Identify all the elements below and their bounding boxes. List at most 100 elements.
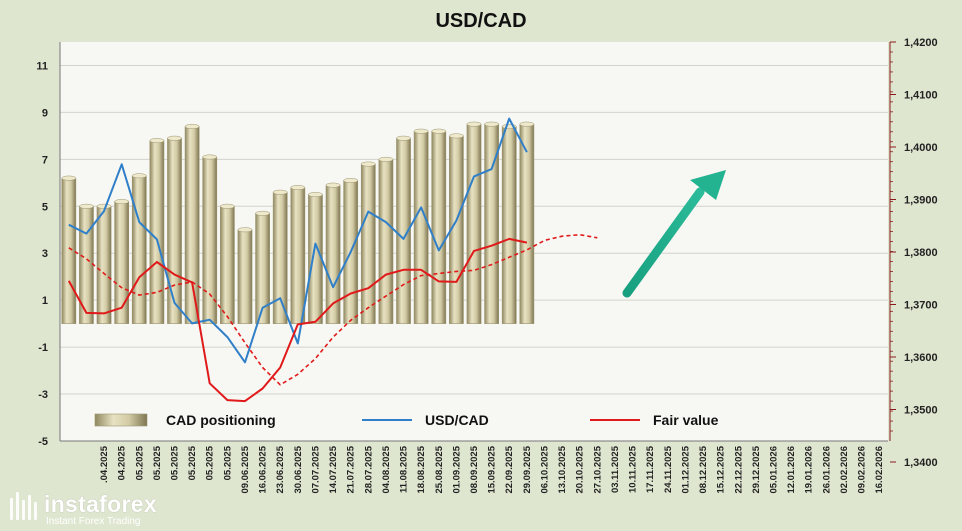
bar-cap bbox=[396, 135, 411, 141]
x-tick-label: 12.01.2026 bbox=[786, 446, 797, 494]
x-tick-label: 05.2025 bbox=[170, 445, 181, 480]
bar-cap bbox=[184, 124, 200, 129]
bar-cad-positioning bbox=[519, 123, 535, 324]
legend-swatch-cad-positioning bbox=[94, 413, 148, 427]
bar-cad-positioning bbox=[220, 205, 235, 324]
bar-cad-positioning bbox=[184, 126, 200, 324]
x-tick-label: .04.2025 bbox=[99, 445, 110, 483]
y-left-tick-label: -1 bbox=[38, 342, 48, 354]
x-tick-label: 05.2025 bbox=[187, 445, 198, 480]
brand-tagline: Instant Forex Trading bbox=[46, 516, 141, 527]
bar-cap bbox=[449, 133, 464, 139]
x-tick-label: 16.06.2025 bbox=[258, 445, 269, 493]
x-tick-label: 15.12.2025 bbox=[716, 445, 727, 493]
y-right-tick-label: 1,3800 bbox=[904, 247, 938, 259]
bar-cap bbox=[149, 138, 165, 144]
bar-cad-positioning bbox=[202, 156, 218, 324]
bar-cap bbox=[413, 128, 429, 134]
x-tick-label: 05.2025 bbox=[152, 445, 163, 480]
trend-arrow-shaft bbox=[622, 187, 705, 298]
x-tick-label: 17.11.2025 bbox=[645, 445, 656, 493]
bar-cad-positioning bbox=[61, 177, 77, 324]
x-tick-label: 23.06.2025 bbox=[275, 445, 286, 493]
bar-cap bbox=[272, 189, 288, 195]
logo-mark-icon bbox=[10, 492, 37, 520]
y-left-tick-label: 9 bbox=[42, 107, 48, 119]
bar-cad-positioning bbox=[431, 130, 447, 324]
bar-cap bbox=[308, 192, 323, 198]
x-tick-label: 16.02.2026 bbox=[874, 446, 885, 494]
bar-cad-positioning bbox=[466, 123, 482, 324]
y-right-tick-label: 1,3900 bbox=[904, 195, 938, 207]
x-tick-label: 25.08.2025 bbox=[434, 445, 445, 493]
x-tick-label: 08.09.2025 bbox=[469, 445, 480, 493]
bar-cad-positioning bbox=[237, 229, 253, 324]
chart-title: USD/CAD bbox=[435, 10, 527, 32]
bar-cap bbox=[220, 203, 235, 209]
legend-label: CAD positioning bbox=[166, 412, 276, 428]
series-line-fair-value-dashed bbox=[68, 233, 598, 386]
y-left-tick-label: -3 bbox=[38, 389, 48, 401]
x-tick-label: 14.07.2025 bbox=[328, 445, 339, 493]
x-tick-label: 22.12.2025 bbox=[733, 445, 744, 493]
x-tick-label: 07.07.2025 bbox=[310, 445, 321, 493]
x-tick-label: 03.11.2025 bbox=[610, 445, 621, 493]
bar-cap bbox=[79, 203, 94, 209]
y-left-tick-label: 11 bbox=[36, 60, 48, 72]
bar-cap bbox=[466, 121, 482, 127]
bar-cad-positioning bbox=[167, 137, 182, 324]
x-tick-label: 11.08.2025 bbox=[399, 445, 410, 493]
bar-cad-positioning bbox=[290, 187, 306, 324]
bar-cad-positioning bbox=[360, 163, 376, 324]
x-tick-label: 24.11.2025 bbox=[663, 445, 674, 493]
x-tick-label: 13.10.2025 bbox=[557, 445, 568, 493]
bar-cap bbox=[114, 199, 129, 205]
bar-cap bbox=[255, 210, 270, 216]
series-line-fair-value bbox=[67, 237, 528, 403]
y-right-tick-label: 1,4200 bbox=[904, 37, 938, 49]
x-tick-label: 30.06.2025 bbox=[293, 445, 304, 493]
bar-cap bbox=[519, 121, 535, 127]
x-tick-label: 28.07.2025 bbox=[363, 445, 374, 493]
x-tick-label: 09.02.2026 bbox=[857, 446, 868, 494]
x-tick-label: 05.2025 bbox=[222, 445, 233, 480]
x-tick-label: 10.11.2025 bbox=[628, 445, 639, 493]
bar-cap bbox=[484, 121, 499, 127]
x-tick-label: 21.07.2025 bbox=[346, 445, 357, 493]
series-line-usdcad bbox=[68, 117, 528, 364]
y-right-tick-label: 1,3500 bbox=[904, 405, 938, 417]
x-tick-label: 05.2025 bbox=[134, 445, 145, 480]
bar-cap bbox=[61, 175, 77, 181]
x-tick-label: 05.2025 bbox=[205, 445, 216, 480]
bar-cap bbox=[378, 156, 394, 162]
x-tick-label: 18.08.2025 bbox=[416, 445, 427, 493]
bar-cap bbox=[361, 161, 376, 167]
x-tick-label: 08.12.2025 bbox=[698, 445, 709, 493]
x-tick-label: 09.06.2025 bbox=[240, 445, 251, 493]
x-tick-label: 26.01.2026 bbox=[821, 446, 832, 494]
trend-arrow-head-icon bbox=[690, 170, 726, 200]
x-tick-label: 02.02.2026 bbox=[839, 446, 850, 494]
x-tick-label: 19.01.2026 bbox=[804, 446, 815, 494]
bar-cap bbox=[131, 173, 147, 179]
y-right-tick-label: 1,4100 bbox=[904, 90, 938, 102]
x-tick-label: 04.08.2025 bbox=[381, 445, 392, 493]
y-left-tick-label: -5 bbox=[38, 436, 48, 448]
x-tick-label: 01.12.2025 bbox=[680, 445, 691, 493]
y-left-tick-label: 7 bbox=[42, 154, 48, 166]
y-right-tick-label: 1,3700 bbox=[904, 300, 938, 312]
bar-cap bbox=[96, 203, 112, 209]
legend-label: Fair value bbox=[653, 412, 719, 428]
bar-cad-positioning bbox=[96, 205, 112, 324]
bar-cap bbox=[167, 135, 182, 141]
bar-cad-positioning bbox=[131, 175, 147, 324]
x-tick-label: 20.10.2025 bbox=[575, 445, 586, 493]
y-right-tick-label: 1,3400 bbox=[904, 457, 938, 469]
brand-name: instaforex bbox=[44, 491, 157, 517]
bar-cad-positioning bbox=[272, 191, 288, 324]
legend-label: USD/CAD bbox=[425, 412, 489, 428]
y-left-tick-label: 1 bbox=[42, 295, 48, 307]
bar-cad-positioning bbox=[149, 140, 165, 324]
